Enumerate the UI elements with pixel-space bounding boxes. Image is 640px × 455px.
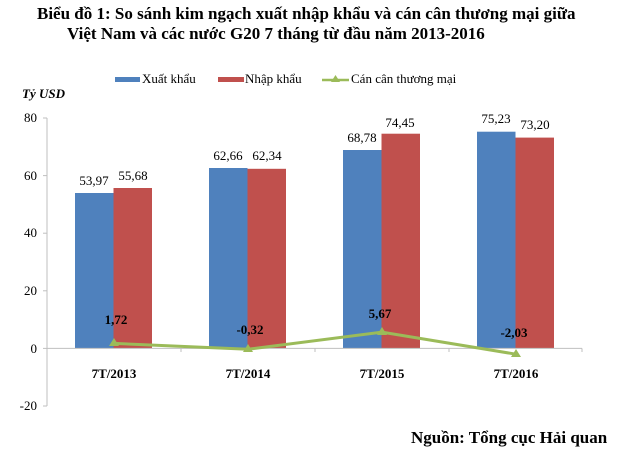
- x-tick-7t-2013: 7T/2013: [92, 366, 137, 381]
- y-axis: 80 60 40 20 0 -20: [20, 110, 48, 413]
- label-export-2014: 62,66: [213, 148, 243, 163]
- bar-export-2015: [343, 150, 382, 349]
- x-tick-7t-2014: 7T/2014: [226, 366, 271, 381]
- legend-item-balance: Cán cân thương mại: [322, 71, 457, 86]
- bars-export: [75, 131, 516, 349]
- label-import-2014: 62,34: [252, 148, 282, 163]
- label-export-2015: 68,78: [347, 130, 376, 145]
- y-tick-60: 60: [24, 168, 37, 183]
- y-axis-label: Tỷ USD: [22, 86, 66, 101]
- y-tick-80: 80: [24, 110, 37, 125]
- legend-item-export: Xuất khẩu: [115, 71, 196, 86]
- y-tick-minus-20: -20: [20, 398, 37, 413]
- marker-2015: [377, 327, 387, 335]
- bar-export-2014: [209, 168, 248, 349]
- bar-import-2013: [113, 188, 152, 349]
- legend-item-import: Nhập khẩu: [218, 71, 302, 86]
- label-balance-2013: 1,72: [105, 312, 128, 327]
- chart-title-line-2: Việt Nam và các nước G20 7 tháng từ đầu …: [67, 24, 485, 43]
- legend-label-export: Xuất khẩu: [142, 71, 196, 86]
- x-tick-7t-2016: 7T/2016: [494, 366, 539, 381]
- label-balance-2015: 5,67: [369, 306, 392, 321]
- label-import-2013: 55,68: [118, 168, 147, 183]
- label-balance-2014: -0,32: [236, 322, 263, 337]
- bars-import: [113, 133, 554, 349]
- x-axis: 7T/2013 7T/2014 7T/2015 7T/2016: [47, 347, 583, 381]
- y-tick-0: 0: [31, 341, 38, 356]
- y-tick-20: 20: [24, 283, 37, 298]
- marker-2016: [511, 349, 521, 357]
- label-export-2016: 75,23: [481, 111, 510, 126]
- marker-2014: [243, 344, 253, 352]
- bar-export-2016: [477, 131, 516, 349]
- balance-line: [109, 327, 521, 357]
- legend-label-balance: Cán cân thương mại: [351, 71, 457, 86]
- legend-swatch-export: [115, 77, 140, 82]
- triangle-marker-icon: [331, 75, 340, 82]
- y-tick-40: 40: [24, 225, 37, 240]
- bar-import-2016: [515, 137, 554, 349]
- marker-2013: [109, 338, 119, 346]
- source-note: Nguồn: Tổng cục Hải quan: [411, 428, 608, 447]
- chart-title-line-1: Biểu đồ 1: So sánh kim ngạch xuất nhập k…: [37, 4, 576, 23]
- label-balance-2016: -2,03: [500, 325, 528, 340]
- x-tick-7t-2015: 7T/2015: [360, 366, 405, 381]
- legend-label-import: Nhập khẩu: [245, 71, 302, 86]
- bar-import-2015: [381, 133, 420, 349]
- legend: Xuất khẩu Nhập khẩu Cán cân thương mại: [115, 71, 457, 86]
- bar-export-2013: [75, 193, 114, 349]
- label-import-2016: 73,20: [520, 117, 549, 132]
- bar-import-2014: [247, 168, 286, 349]
- legend-swatch-import: [218, 77, 244, 82]
- label-export-2013: 53,97: [79, 173, 109, 188]
- label-import-2015: 74,45: [385, 115, 414, 130]
